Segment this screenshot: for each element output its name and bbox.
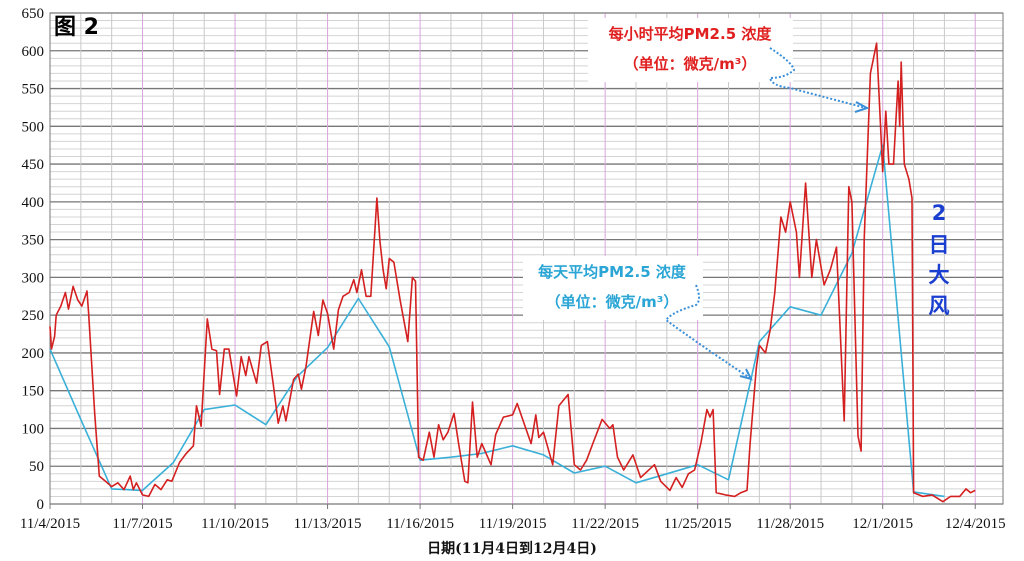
hourly-callout-arrow [768,47,867,109]
x-tick-label: 11/7/2015 [112,516,172,532]
y-tick-label: 550 [22,82,45,98]
daily-annotation-unit: （单位：微克/m³） [546,293,679,311]
y-tick-label: 200 [22,346,45,362]
x-tick-label: 11/10/2015 [201,516,269,532]
y-tick-label: 300 [22,270,45,286]
y-tick-label: 100 [22,421,45,437]
y-tick-label: 600 [22,44,45,60]
series [49,42,976,503]
y-tick-label: 650 [22,6,45,22]
x-tick-label: 11/25/2015 [664,516,732,532]
x-axis-title: 日期(11月4日到12月4日) [427,541,597,557]
y-tick-label: 400 [22,195,45,211]
daily-annotation-box [523,256,703,320]
daily-annotation-title: 每天平均PM2.5 浓度 [538,263,687,281]
wind-annotation-char: 日 [929,233,950,257]
wind-annotation-char: 大 [929,263,950,287]
x-tick-label: 11/4/2015 [20,516,80,532]
hourly-annotation-box [588,18,793,82]
hourly-annotation-title: 每小时平均PM2.5 浓度 [609,25,773,43]
wind-annotation-char: 2 [932,201,947,225]
hourly-arrowhead-icon [854,101,870,113]
x-tick-label: 12/4/2015 [945,516,1006,532]
x-tick-label: 11/22/2015 [571,516,639,532]
grid [49,12,1004,509]
y-axis-ticks: 0 50 100 150 200 250 300 350 400 450 500 550 600 650 [22,6,45,513]
y-tick-label: 150 [22,384,45,400]
y-tick-label: 500 [22,119,45,135]
y-tick-label: 450 [22,157,45,173]
figure-label: 图 2 [54,15,99,40]
wind-annotation-char: 风 [929,294,950,318]
daily-callout-arrow [664,284,751,379]
y-tick-label: 250 [22,308,45,324]
x-tick-label: 11/28/2015 [756,516,824,532]
x-tick-label: 12/1/2015 [852,516,913,532]
x-tick-label: 11/16/2015 [386,516,454,532]
x-tick-label: 11/13/2015 [294,516,362,532]
plot-border [49,12,1004,505]
y-tick-label: 350 [22,233,45,249]
x-tick-label: 11/19/2015 [479,516,547,532]
hourly-average-line [49,42,976,503]
daily-arrowhead-icon [739,368,753,381]
y-tick-label: 0 [37,497,45,513]
hourly-annotation-unit: （单位：微克/m³） [624,55,757,73]
y-tick-label: 50 [29,459,44,475]
x-axis-ticks: 11/4/2015 11/7/2015 11/10/2015 11/13/2015 11… [20,504,1006,532]
